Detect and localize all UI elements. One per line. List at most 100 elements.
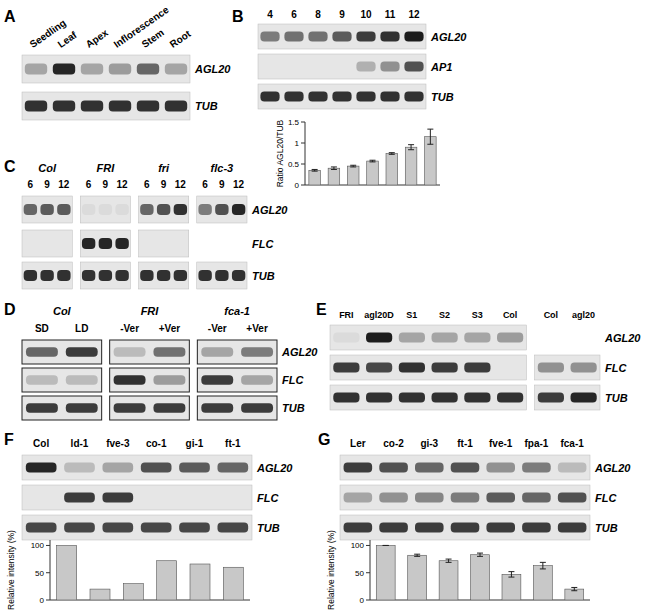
band (165, 100, 187, 111)
lane-label: 4 (267, 9, 273, 20)
bar (405, 147, 417, 185)
tick-label: 50 (355, 569, 364, 578)
band (157, 204, 170, 215)
row-label: AGL20 (281, 346, 318, 358)
blot-background (258, 54, 426, 79)
error-bar (408, 145, 414, 150)
band (308, 92, 327, 102)
band (308, 62, 327, 72)
band (57, 204, 70, 215)
blot-background (22, 92, 190, 120)
blot-background (22, 196, 72, 223)
tick-label: 100 (351, 541, 365, 550)
band (464, 393, 490, 403)
band (165, 63, 187, 74)
band (201, 403, 233, 413)
band (344, 523, 373, 533)
band (26, 493, 57, 503)
tick-label: 0 (295, 181, 300, 190)
row-label: TUB (282, 402, 305, 414)
band (99, 204, 112, 215)
band (25, 100, 47, 111)
tick (46, 545, 50, 546)
band (57, 238, 70, 249)
group-title: Col (38, 162, 57, 174)
band (40, 204, 53, 215)
tick-label: 0.5 (288, 160, 300, 169)
band (40, 238, 53, 249)
tick (301, 122, 305, 123)
group-title: fca-1 (224, 305, 250, 317)
tick (46, 600, 50, 601)
band (201, 375, 233, 385)
y-axis (50, 540, 51, 600)
band (215, 270, 228, 281)
blot-background (80, 196, 130, 223)
error-bar (477, 553, 483, 556)
row-label: FLC (595, 492, 617, 504)
lane-label: Col (33, 438, 49, 449)
band (380, 32, 399, 42)
band (332, 32, 351, 42)
band (26, 403, 58, 413)
band (66, 375, 98, 385)
bar (502, 574, 521, 600)
lane-label: agl20D (364, 310, 394, 320)
band (366, 333, 392, 343)
band (522, 523, 551, 533)
band (332, 62, 351, 72)
lane-label: ld-1 (71, 438, 89, 449)
bar-chart: 050100Relative intensity (%) (326, 530, 590, 610)
lane-label: 12 (58, 179, 70, 190)
bar-chart: 050100Relative intensity (%) (6, 530, 250, 610)
band (379, 523, 408, 533)
bar (57, 545, 77, 600)
lane-label: 6 (291, 9, 297, 20)
band (26, 375, 58, 385)
band (215, 204, 228, 215)
blot-background (330, 355, 527, 380)
row-label: AGL20 (430, 31, 467, 43)
bar (157, 561, 177, 600)
band (115, 270, 128, 281)
row-label: TUB (595, 522, 618, 534)
band (218, 493, 249, 503)
band (241, 347, 273, 357)
error-bar (540, 562, 546, 569)
band (344, 493, 373, 503)
band (218, 523, 249, 533)
lane-label: Leaf (56, 29, 80, 50)
lane-label: fve-3 (106, 438, 130, 449)
tick-label: 1 (295, 139, 300, 148)
lane-label: gi-3 (420, 438, 438, 449)
band (415, 523, 444, 533)
band (571, 363, 597, 373)
band (81, 63, 103, 74)
band (103, 463, 134, 473)
blot-background (110, 396, 190, 420)
band (558, 463, 587, 473)
band (141, 493, 172, 503)
blot-background (197, 262, 247, 289)
lane-label: 10 (360, 9, 372, 20)
panel-A: ASeedlingLeafApexInflorescenceStemRootAG… (4, 4, 231, 120)
blot-background (330, 325, 527, 350)
lane-label: S1 (406, 310, 417, 320)
bar (386, 154, 398, 186)
band (404, 32, 423, 42)
bar (190, 564, 210, 600)
band (380, 92, 399, 102)
band (64, 463, 95, 473)
band (103, 523, 134, 533)
y-axis-label: Relative intensity (%) (6, 530, 16, 610)
row-label: AGL20 (256, 462, 293, 474)
blot-background (258, 24, 426, 49)
tick (366, 545, 370, 546)
lane-label: ft-1 (225, 438, 241, 449)
panel-label: E (316, 301, 327, 318)
bar (471, 555, 490, 600)
lane-label: Col (544, 310, 559, 320)
blot-background (197, 368, 277, 392)
band (380, 62, 399, 72)
row-label: AGL20 (251, 204, 288, 216)
